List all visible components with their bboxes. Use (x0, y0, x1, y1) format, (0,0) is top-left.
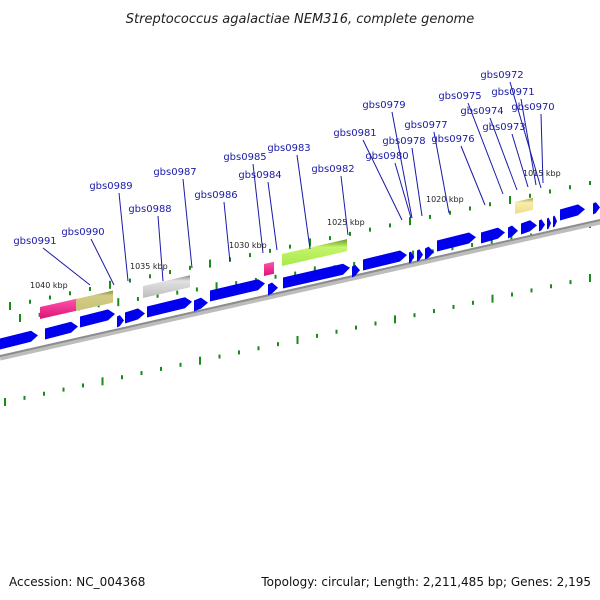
gene-arrow (268, 282, 278, 296)
leader-line (90, 238, 115, 286)
feature-block-gray (143, 275, 190, 298)
gene-arrow (210, 279, 265, 302)
feature-block-magenta-small (264, 261, 274, 276)
gene-label: gbs0975 (438, 91, 481, 102)
leader-line (252, 163, 264, 254)
gene-label: gbs0976 (431, 134, 474, 145)
leader-line (489, 117, 518, 191)
gene-arrows (0, 202, 600, 350)
gene-arrow (539, 219, 545, 232)
gene-label: gbs0970 (511, 102, 554, 113)
leader-line (540, 113, 544, 184)
leader-line (267, 181, 278, 251)
accession-text: Accession: NC_004368 (9, 575, 145, 589)
kbp-ticks (4, 181, 591, 406)
feature-block-olive (76, 290, 113, 311)
kbp-label: 1015 kbp (523, 169, 561, 178)
gene-label: gbs0983 (267, 143, 310, 154)
page-title: Streptococcus agalactiae NEM316, complet… (126, 12, 474, 27)
gene-label: gbs0988 (128, 204, 171, 215)
gene-arrow (363, 250, 407, 271)
leader-line (340, 175, 349, 236)
gene-label: gbs0974 (460, 106, 503, 117)
gene-label: gbs0991 (13, 236, 56, 247)
gene-arrow (352, 264, 360, 278)
gene-arrow (45, 321, 78, 340)
gene-arrow (425, 246, 434, 260)
gene-label: gbs0985 (223, 152, 266, 163)
leader-line (411, 147, 423, 217)
gene-arrow (417, 249, 423, 262)
leader-line (467, 102, 504, 195)
gene-labels: gbs0972 gbs0971 gbs0970 gbs0975 gbs0974 gbs09… (13, 70, 554, 247)
kbp-label: 1020 kbp (426, 195, 464, 204)
leader-line (511, 133, 529, 188)
gene-label: gbs0982 (311, 164, 354, 175)
gene-arrow (409, 251, 414, 264)
gene-arrow (593, 202, 600, 215)
gene-label: gbs0984 (238, 170, 281, 181)
leader-line (460, 145, 486, 206)
gene-arrow (547, 217, 551, 230)
gene-arrow (508, 225, 518, 239)
backbone-line (0, 219, 600, 361)
kbp-label: 1025 kbp (327, 218, 365, 227)
backbone-line-edge (0, 219, 600, 357)
gene-label: gbs0980 (365, 151, 408, 162)
gene-label: gbs0979 (362, 100, 405, 111)
gene-label: gbs0978 (382, 136, 425, 147)
gene-label: gbs0971 (491, 87, 534, 98)
kbp-label: 1030 kbp (229, 241, 267, 250)
leader-line (157, 215, 164, 282)
gene-arrow (481, 227, 505, 244)
gene-arrow (521, 220, 537, 235)
gene-label: gbs0986 (194, 190, 237, 201)
feature-blocks (40, 197, 533, 319)
kbp-labels: 1015 kbp 1020 kbp 1025 kbp 1030 kbp 1035… (30, 169, 561, 290)
gene-label: gbs0981 (333, 128, 376, 139)
gene-arrow (283, 263, 350, 289)
leader-line (520, 98, 537, 186)
gene-label: gbs0990 (61, 227, 104, 238)
gene-label: gbs0987 (153, 167, 196, 178)
leader-line (42, 247, 91, 286)
feature-block-lime (282, 239, 347, 266)
gene-label: gbs0989 (89, 181, 132, 192)
gene-arrow (125, 308, 145, 324)
gene-arrow (553, 215, 557, 228)
leader-line (223, 201, 231, 263)
gene-arrow (147, 297, 192, 318)
label-leaders (42, 81, 544, 286)
gene-label: gbs0973 (482, 122, 525, 133)
gene-label: gbs0977 (404, 120, 447, 131)
gene-arrow (0, 330, 38, 350)
leader-line (362, 139, 403, 221)
topology-text: Topology: circular; Length: 2,211,485 bp… (260, 575, 591, 589)
leader-line (296, 154, 311, 250)
gene-arrow (437, 232, 476, 252)
kbp-label: 1035 kbp (130, 262, 168, 271)
feature-block-magenta (40, 298, 77, 319)
leader-line (433, 131, 450, 214)
feature-block-khaki (515, 197, 533, 214)
genome-backbone (0, 219, 600, 361)
leader-line (509, 81, 542, 189)
gene-arrow (117, 315, 124, 328)
gene-label: gbs0972 (480, 70, 523, 81)
gene-arrow (80, 309, 115, 328)
leader-line (118, 192, 129, 282)
gene-arrow (194, 297, 208, 312)
leader-line (182, 178, 193, 269)
leader-line (391, 111, 413, 219)
kbp-label: 1040 kbp (30, 281, 68, 290)
gene-arrow (560, 204, 585, 221)
leader-line (394, 162, 412, 219)
